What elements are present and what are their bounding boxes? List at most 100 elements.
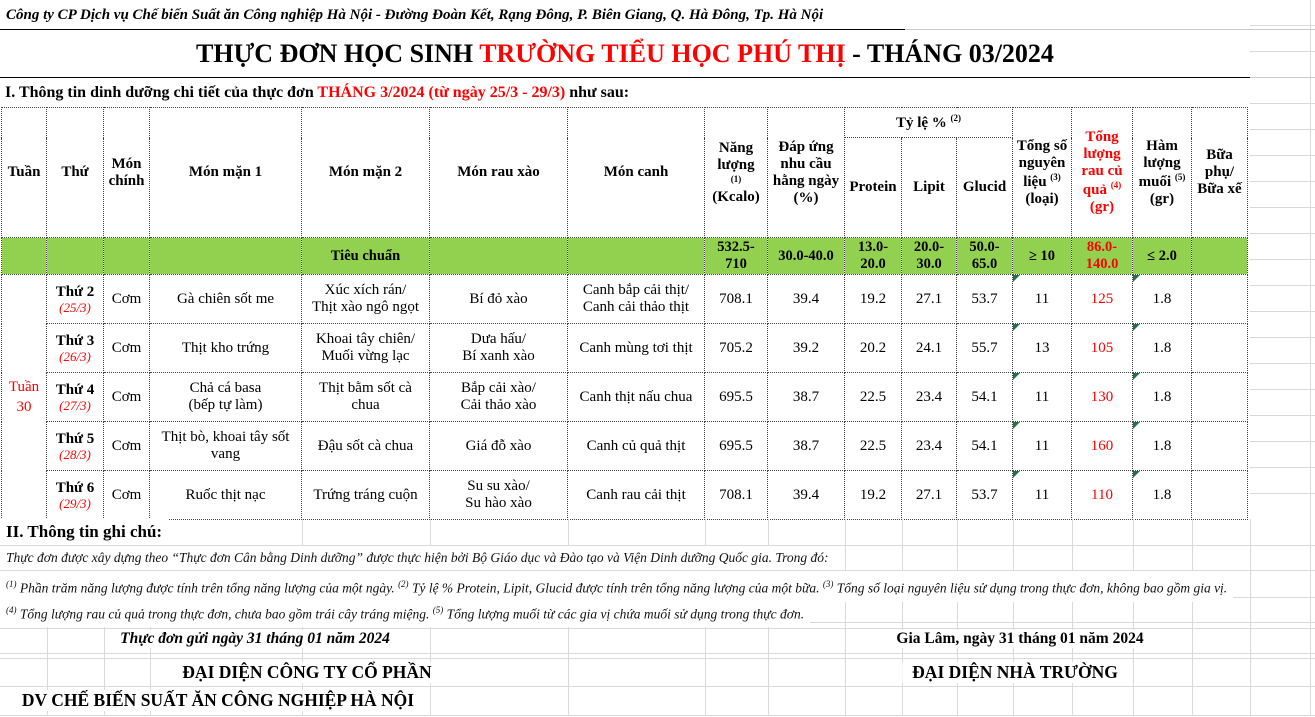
company-line: Công ty CP Dịch vụ Chế biến Suất ăn Công… [6, 7, 824, 23]
nguyen-lieu-cell: 11 [1012, 421, 1072, 471]
col-header-lipit: Lipit [901, 137, 957, 238]
standard-nguyen-lieu: ≥ 10 [1012, 237, 1072, 275]
mon-canh-cell: Canh rau cải thịt [567, 470, 705, 520]
col-header-glucid: Glucid [956, 137, 1013, 238]
mon-man1-cell: Thịt bò, khoai tây sốt vang [149, 421, 302, 471]
kcal-cell: 708.1 [704, 470, 768, 520]
col-header-tuan: Tuần [1, 107, 47, 238]
col-header-thu: Thứ [46, 107, 104, 238]
excel-gridlines-right [1250, 0, 1315, 519]
section1-heading: I. Thông tin dinh dưỡng chi tiết của thự… [0, 78, 1300, 107]
cell-empty [103, 237, 150, 275]
mon-man1-cell: Thịt kho trứng [149, 323, 302, 373]
left-signature-date: Thực đơn gửi ngày 31 tháng 01 năm 2024 [110, 630, 400, 648]
muoi-cell: 1.8 [1132, 274, 1192, 324]
mon-rau-cell: Dưa hấu/ Bí xanh xào [429, 323, 568, 373]
gridline-v [902, 519, 903, 716]
muoi-cell: 1.8 [1132, 421, 1192, 471]
note-row-2: (4) Tổng lượng rau củ quả trong thực đơn… [0, 598, 1315, 627]
mon-rau-cell: Bí đỏ xào [429, 274, 568, 324]
signature-date-row: Thực đơn gửi ngày 31 tháng 01 năm 2024 G… [0, 629, 1315, 654]
dap-ung-cell: 39.4 [767, 470, 845, 520]
ty-le-label: Tỷ lệ % [895, 115, 951, 131]
lipit-cell: 23.4 [901, 372, 957, 422]
mon-rau-cell: Giá đỗ xào [429, 421, 568, 471]
section1-month-range: THÁNG 3/2024 (từ ngày 25/3 - 29/3) [317, 84, 566, 101]
signature-title-row: ĐẠI DIỆN CÔNG TY CỔ PHẦN ĐẠI DIỆN NHÀ TR… [0, 659, 1315, 687]
mon-man2-cell: Khoai tây chiên/ Muối vừng lạc [301, 323, 430, 373]
gridline-v [1133, 519, 1134, 716]
day-cell: Thứ 4 (27/3) [46, 372, 104, 422]
title-part-1: THỰC ĐƠN HỌC SINH [196, 39, 480, 68]
col-header-dap-ung: Đáp ứng nhu cầu hằng ngày (%) [767, 107, 845, 238]
gridline-v [1310, 519, 1311, 716]
bua-phu-cell [1191, 323, 1248, 373]
rau-cu-cell: 125 [1071, 274, 1133, 324]
spacer-row [0, 623, 1315, 629]
kcal-cell: 708.1 [704, 274, 768, 324]
mon-chinh-cell: Cơm [103, 470, 150, 520]
col-header-nang-luong: Năng lượng (1) (Kcalo) [704, 107, 768, 238]
standard-rau-cu: 86.0-140.0 [1071, 237, 1133, 275]
gridline-v [1072, 519, 1073, 716]
cell-empty [149, 237, 302, 275]
mon-man2-cell: Thịt bằm sốt cà chua [301, 372, 430, 422]
bua-phu-cell [1191, 421, 1248, 471]
right-signature-title: ĐẠI DIỆN NHÀ TRƯỜNG [902, 662, 1128, 683]
lipit-cell: 23.4 [901, 421, 957, 471]
mon-chinh-cell: Cơm [103, 323, 150, 373]
dap-ung-unit: (%) [793, 189, 819, 206]
standard-muoi: ≤ 2.0 [1132, 237, 1192, 275]
mon-rau-cell: Su su xào/ Su hào xào [429, 470, 568, 520]
mon-man2-cell: Trứng tráng cuộn [301, 470, 430, 520]
muoi-label: Hàm lượng muối [1138, 137, 1181, 190]
menu-row-thu3: Thứ 3 (26/3) Cơm Thịt kho trứng Khoai tây… [2, 323, 1248, 373]
day-cell: Thứ 2 (25/3) [46, 274, 104, 324]
notes-and-signatures: II. Thông tin ghi chú: Thực đơn được xây… [0, 519, 1315, 717]
menu-row-thu2: Tuần 30 Thứ 2 (25/3) Cơm Gà chiên sốt me … [1, 274, 1248, 520]
menu-row-thu5: Thứ 5 (28/3) Cơm Thịt bò, khoai tây sốt v… [2, 421, 1248, 471]
week-cell: Tuần 30 [1, 274, 47, 520]
mon-man2-cell: Xúc xích rán/ Thịt xào ngô ngọt [301, 274, 430, 324]
muoi-cell: 1.8 [1132, 470, 1192, 520]
divider [0, 77, 1250, 78]
mon-canh-cell: Canh bắp cải thịt/ Canh cải thảo thịt [567, 274, 705, 324]
col-header-mon-rau-xao: Món rau xào [429, 107, 568, 238]
left-signature-title: ĐẠI DIỆN CÔNG TY CỔ PHẦN [172, 662, 442, 683]
note-4-5: (4) Tổng lượng rau củ quả trong thực đơn… [0, 598, 811, 627]
cell-empty [567, 237, 705, 275]
standard-kcal: 532.5-710 [704, 237, 768, 275]
standard-row: Tiêu chuẩn 532.5-710 30.0-40.0 13.0-20.0… [1, 237, 1248, 275]
dap-ung-label: Đáp ứng nhu cầu hằng ngày [772, 138, 840, 189]
mon-chinh-cell: Cơm [103, 274, 150, 324]
cell-empty [429, 237, 568, 275]
col-group-ty-le: Tỷ lệ % (2) [844, 107, 1013, 138]
protein-cell: 19.2 [844, 470, 902, 520]
page-title: THỰC ĐƠN HỌC SINH TRƯỜNG TIỂU HỌC PHÚ TH… [0, 30, 1250, 77]
rau-cu-cell: 105 [1071, 323, 1133, 373]
note-intro: Thực đơn được xây dựng theo “Thực đơn Câ… [0, 546, 835, 570]
col-header-rau-cu: Tổng lượng rau củ quả (4) (gr) [1071, 107, 1133, 238]
rau-cu-unit: (gr) [1089, 199, 1115, 215]
kcal-cell: 705.2 [704, 323, 768, 373]
col-header-mon-man-2: Món mặn 2 [301, 107, 430, 238]
muoi-footnote-ref: (5) [1174, 171, 1186, 182]
col-header-muoi: Hàm lượng muối (5) (gr) [1132, 107, 1192, 238]
mon-man1-cell: Ruốc thịt nạc [149, 470, 302, 520]
standard-dap-ung: 30.0-40.0 [767, 237, 845, 275]
mon-canh-cell: Canh mùng tơi thịt [567, 323, 705, 373]
col-header-mon-canh: Món canh [567, 107, 705, 238]
divider [905, 29, 1315, 30]
dap-ung-cell: 38.7 [767, 421, 845, 471]
rau-cu-label: Tổng lượng rau củ quả [1081, 129, 1123, 198]
week-number: 30 [16, 399, 32, 415]
rau-cu-cell: 130 [1071, 372, 1133, 422]
kcal-cell: 695.5 [704, 372, 768, 422]
cell-empty [1191, 237, 1248, 275]
nang-luong-label: Năng lượng [717, 139, 755, 173]
menu-row-thu6: Thứ 6 (29/3) Cơm Ruốc thịt nạc Trứng trán… [2, 470, 1248, 520]
divider [0, 29, 905, 30]
title-part-2: - THÁNG 03/2024 [845, 39, 1054, 68]
standard-protein: 13.0-20.0 [844, 237, 902, 275]
